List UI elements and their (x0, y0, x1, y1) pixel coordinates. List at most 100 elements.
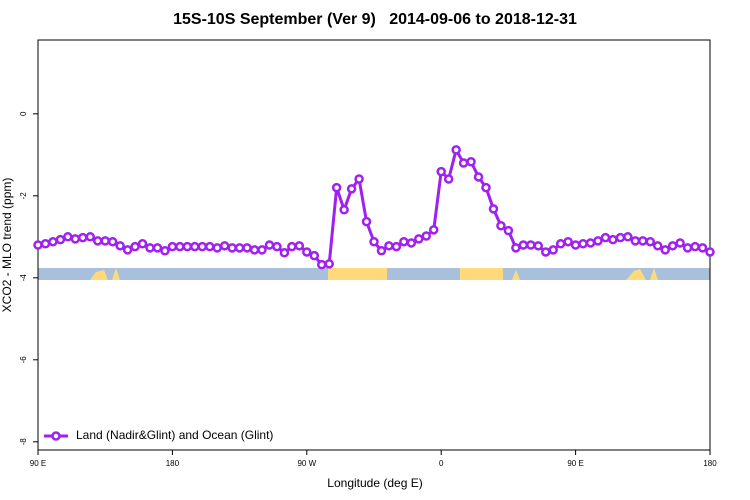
data-point (391, 241, 402, 252)
data-point (279, 248, 290, 258)
data-point (339, 204, 349, 215)
data-point (92, 236, 103, 246)
data-point (443, 174, 454, 184)
data-point (40, 239, 51, 249)
data-point (675, 238, 685, 248)
data-point (428, 225, 439, 235)
land-ocean-strip (38, 268, 710, 280)
data-point (204, 241, 215, 252)
data-point (331, 182, 342, 193)
data-point (660, 245, 670, 255)
data-point (608, 234, 618, 245)
data-point (361, 216, 372, 227)
data-point (369, 236, 379, 247)
data-point (287, 241, 297, 252)
data-point (414, 234, 424, 244)
data-point (458, 158, 469, 168)
data-point (511, 243, 521, 253)
data-point (563, 236, 573, 247)
y-tick-label: -2 (19, 192, 28, 200)
data-point (593, 236, 603, 246)
data-point (160, 245, 170, 256)
y-tick-label: -6 (19, 356, 28, 364)
data-point (406, 238, 417, 248)
data-point (137, 239, 148, 249)
x-tick-label: 0 (439, 459, 444, 468)
y-tick-label: -8 (19, 438, 28, 446)
legend-label: Land (Nadir&Glint) and Ocean (Glint) (76, 428, 273, 442)
data-point (85, 232, 96, 242)
data-point (294, 241, 305, 251)
data-point (436, 166, 446, 177)
data-point (63, 232, 73, 242)
data-point (264, 240, 275, 250)
data-point (526, 240, 536, 250)
data-point (78, 232, 88, 243)
data-point (548, 245, 558, 255)
x-tick-label: 180 (166, 459, 180, 468)
data-point (212, 243, 222, 253)
data-point (302, 247, 312, 257)
data-point (145, 243, 155, 253)
data-point (451, 145, 461, 155)
legend-marker (51, 431, 61, 441)
data-point (219, 241, 230, 251)
data-point (570, 240, 581, 250)
data-point (316, 259, 327, 270)
y-tick-label: -4 (19, 274, 28, 282)
data-point (197, 241, 208, 252)
data-point (496, 220, 506, 231)
data-point (249, 245, 260, 255)
data-point (518, 240, 529, 250)
data-point (667, 241, 678, 251)
data-point (473, 172, 484, 182)
data-point (555, 239, 566, 249)
data-point (227, 243, 237, 253)
x-tick-label: 90 W (297, 459, 316, 468)
data-point (645, 236, 656, 247)
data-point (600, 232, 611, 243)
x-tick-label: 180 (703, 459, 717, 468)
data-point (100, 236, 110, 246)
data-point (466, 157, 476, 167)
data-point (48, 236, 58, 247)
data-point (503, 225, 514, 236)
data-point (175, 241, 185, 252)
data-point (697, 243, 708, 253)
data-point (690, 241, 700, 252)
data-point (682, 243, 693, 253)
data-point (354, 174, 364, 184)
data-point (324, 259, 334, 269)
data-point (630, 236, 641, 246)
data-point (257, 245, 267, 255)
data-point (182, 241, 193, 252)
data-point (384, 241, 394, 251)
data-point (585, 238, 596, 248)
data-point (638, 236, 648, 246)
data-point (623, 232, 633, 242)
data-point (70, 234, 81, 244)
y-axis-label: XCO2 - MLO trend (ppm) (0, 178, 14, 313)
chart-title: 15S-10S September (Ver 9) 2014-09-06 to … (173, 11, 577, 28)
data-point (533, 241, 544, 251)
y-tick-label: 0 (19, 111, 28, 116)
data-point (488, 204, 499, 214)
data-point (540, 247, 551, 257)
x-tick-label: 90 E (30, 459, 46, 468)
data-point (167, 241, 178, 252)
data-point (152, 243, 163, 253)
data-point (376, 245, 387, 256)
data-point (309, 250, 320, 261)
data-point (652, 241, 663, 251)
data-point (242, 243, 252, 253)
data-point (107, 236, 118, 247)
data-point (481, 182, 491, 193)
data-point (578, 239, 588, 249)
x-axis-label: Longitude (deg E) (327, 476, 422, 490)
data-point (399, 236, 409, 247)
data-point (705, 247, 715, 257)
data-point (190, 241, 200, 252)
data-point (272, 241, 282, 252)
data-point (33, 240, 43, 250)
